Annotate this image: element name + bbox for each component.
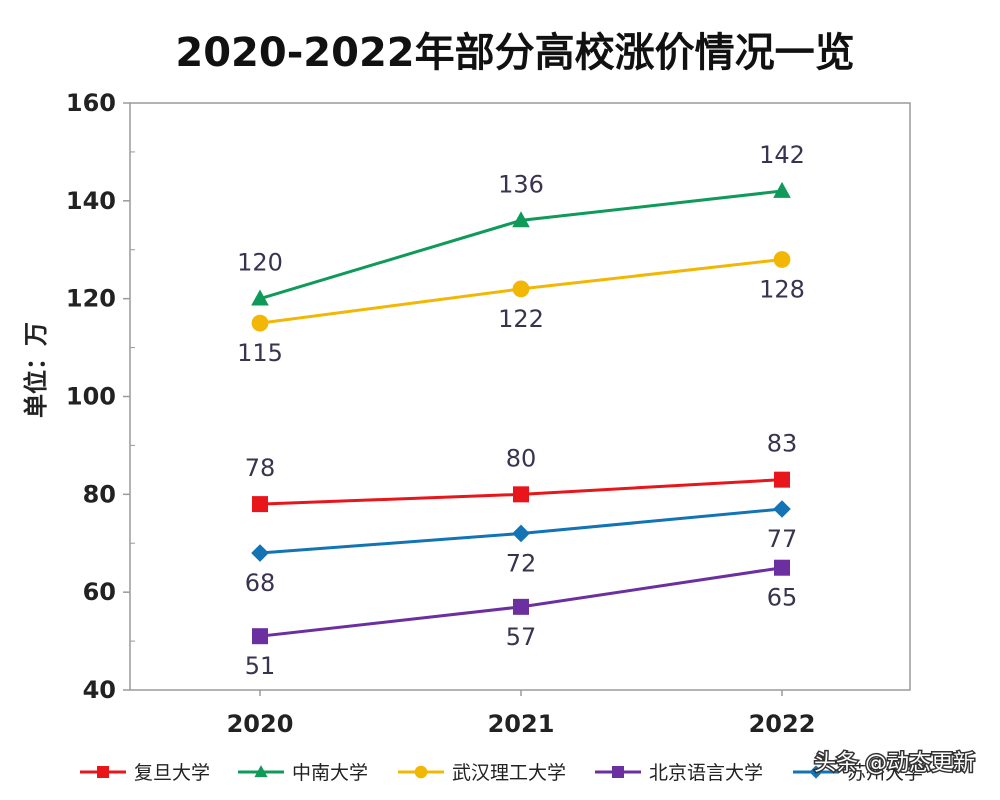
series-2	[251, 181, 791, 306]
data-point	[774, 471, 790, 488]
legend-label: 北京语言大学	[649, 762, 763, 784]
x-tick-label: 2021	[488, 710, 555, 738]
data-point	[512, 280, 530, 298]
y-tick-label: 120	[66, 285, 116, 313]
legend: 复旦大学 中南大学 武汉理工大学 北京语言大学 苏州大学	[80, 762, 923, 784]
legend-item: 复旦大学	[80, 762, 210, 784]
series-1	[252, 471, 790, 513]
y-axis-label: 单位：万	[22, 322, 50, 418]
data-point	[252, 496, 268, 513]
data-label: 51	[245, 652, 276, 680]
legend-label: 复旦大学	[134, 762, 210, 784]
legend-label: 中南大学	[292, 762, 368, 784]
legend-item: 武汉理工大学	[398, 762, 566, 784]
axes: 40 60 80 100 120 140 160 2020 2021 2022	[66, 89, 911, 738]
y-tick-label: 80	[83, 480, 116, 508]
legend-item: 北京语言大学	[595, 762, 763, 784]
data-point	[251, 289, 269, 306]
legend-item: 苏州大学	[793, 762, 923, 784]
data-label: 142	[759, 141, 805, 169]
y-tick-label: 140	[66, 187, 116, 215]
data-point	[773, 181, 791, 198]
data-labels: 78 80 83 120 136 142 115 122 128 51 57 65 68 72 77	[237, 141, 805, 680]
watermark-text: 头条 @动态更新	[814, 751, 975, 776]
data-point	[251, 544, 269, 562]
data-label: 65	[767, 584, 798, 612]
data-label: 136	[498, 170, 544, 198]
series-layer	[251, 181, 791, 645]
data-label: 57	[506, 623, 537, 651]
data-point	[513, 486, 529, 503]
data-point	[774, 559, 790, 576]
data-point	[251, 314, 269, 332]
data-point	[512, 211, 530, 228]
series-4	[252, 559, 790, 645]
watermark: 头条 @动态更新	[813, 750, 977, 778]
data-label: 68	[245, 569, 276, 597]
y-tick-label: 60	[83, 578, 116, 606]
x-tick-label: 2022	[749, 710, 816, 738]
legend-marker	[809, 765, 823, 779]
data-point	[773, 251, 791, 268]
y-tick-label: 100	[66, 383, 116, 411]
y-tick-label: 40	[83, 676, 116, 704]
data-point	[773, 500, 791, 518]
y-tick-label: 160	[66, 89, 116, 117]
legend-label: 武汉理工大学	[452, 762, 566, 784]
legend-label: 苏州大学	[847, 762, 923, 784]
data-label: 128	[759, 276, 805, 304]
data-label: 120	[237, 249, 283, 277]
x-tick-label: 2020	[227, 710, 294, 738]
data-label: 78	[245, 454, 276, 482]
legend-item: 中南大学	[238, 762, 368, 784]
legend-marker	[254, 765, 268, 778]
series-5	[251, 500, 791, 562]
data-label: 122	[498, 305, 544, 333]
series-3	[251, 251, 791, 332]
data-point	[513, 598, 529, 615]
data-label: 115	[237, 339, 283, 367]
legend-marker	[97, 766, 109, 778]
chart-title: 2020-2022年部分高校涨价情况一览	[175, 30, 854, 76]
data-label: 80	[506, 444, 537, 472]
data-label: 72	[506, 549, 537, 577]
data-point	[252, 628, 268, 645]
data-label: 77	[767, 525, 798, 553]
legend-marker	[414, 765, 428, 779]
legend-marker	[612, 766, 624, 778]
data-label: 83	[767, 430, 798, 458]
data-point	[512, 524, 530, 543]
